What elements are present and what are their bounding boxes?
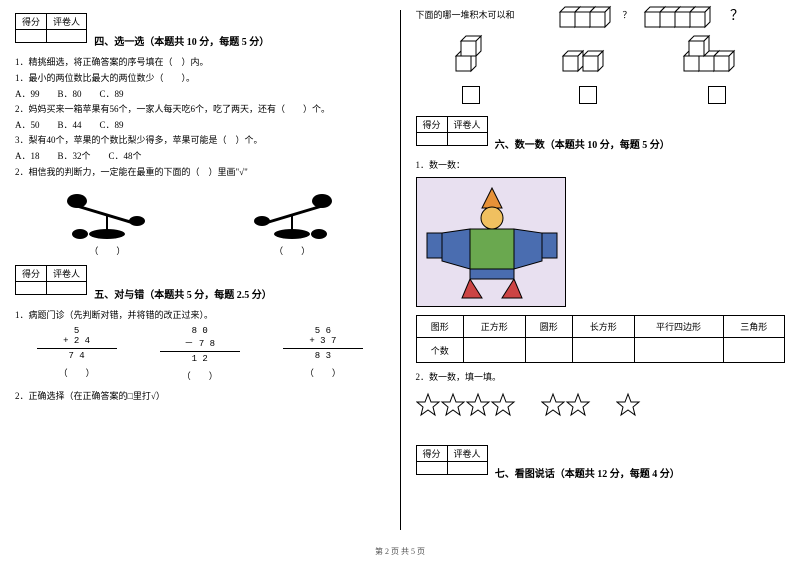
star-group1-icon bbox=[416, 392, 516, 420]
star-group3-icon bbox=[616, 392, 641, 420]
section4-title: 四、选一选（本题共 10 分，每题 5 分） bbox=[94, 33, 269, 48]
q6-1: 1．数一数： bbox=[416, 159, 786, 172]
q4-1-1-opts: A．99 B．80 C．89 bbox=[15, 88, 385, 101]
q4-1-3-opts: A．18 B．32个 C．48个 bbox=[15, 150, 385, 163]
star-group2-icon bbox=[541, 392, 591, 420]
page-footer: 第 2 页 共 5 页 bbox=[0, 546, 800, 557]
block-options bbox=[416, 31, 786, 106]
section6-head: 得分评卷人 六、数一数（本题共 10 分，每题 5 分） bbox=[416, 116, 786, 151]
block-opt2-icon bbox=[558, 31, 618, 81]
right-top-row: 下面的哪一堆积木可以和 拼成 ？ ？ bbox=[416, 8, 786, 21]
balance-right-icon bbox=[247, 186, 337, 241]
section5-head: 得分评卷人 五、对与错（本题共 5 分，每题 2.5 分） bbox=[15, 265, 385, 300]
block-opt1-icon bbox=[446, 31, 496, 81]
q4-1-3: 3．梨有40个，苹果的个数比梨少得多，苹果可能是（ ）个。 bbox=[15, 134, 385, 147]
section7-head: 得分评卷人 七、看图说话（本题共 12 分，每题 4 分） bbox=[416, 445, 786, 480]
section4-head: 得分评卷人 四、选一选（本题共 10 分，每题 5 分） bbox=[15, 13, 385, 48]
block-opt3-icon bbox=[679, 31, 754, 81]
q4-1-2-opts: A．50 B．44 C．89 bbox=[15, 119, 385, 132]
q4-2: 2．相信我的判断力，一定能在最重的下面的（ ）里画"√" bbox=[15, 166, 385, 179]
score-box: 得分评卷人 bbox=[15, 13, 87, 43]
q5-2: 2．正确选择（在正确答案的□里打√） bbox=[15, 390, 385, 403]
balance-images: （ ） （ ） bbox=[15, 186, 385, 257]
robot-figure bbox=[416, 177, 566, 307]
section7-title: 七、看图说话（本题共 12 分，每题 4 分） bbox=[495, 465, 680, 480]
section6-title: 六、数一数（本题共 10 分，每题 5 分） bbox=[495, 136, 670, 151]
block-ref2-icon bbox=[640, 0, 720, 32]
block-ref1-icon bbox=[555, 0, 615, 32]
balance-left-icon bbox=[62, 186, 152, 241]
stars-row bbox=[416, 392, 786, 420]
shape-count-table: 图形 正方形 圆形 长方形 平行四边形 三角形 个数 bbox=[416, 315, 786, 363]
q4-1-1: 1．最小的两位数比最大的两位数少（ ）。 bbox=[15, 72, 385, 85]
q6-2: 2．数一数，填一填。 bbox=[416, 371, 786, 384]
q4-1: 1．精挑细选，将正确答案的序号填在（ ）内。 bbox=[15, 56, 385, 69]
q4-1-2: 2．妈妈买来一箱苹果有56个，一家人每天吃6个，吃了两天，还有（ ）个。 bbox=[15, 103, 385, 116]
section5-title: 五、对与错（本题共 5 分，每题 2.5 分） bbox=[94, 286, 272, 301]
q5-1: 1．病题门诊（先判断对错，并将错的改正过来）。 bbox=[15, 309, 385, 322]
calculations: 5 + 2 4 7 4 （ ） 8 0 － 7 8 1 2 （ ） 5 6 + … bbox=[15, 326, 385, 382]
